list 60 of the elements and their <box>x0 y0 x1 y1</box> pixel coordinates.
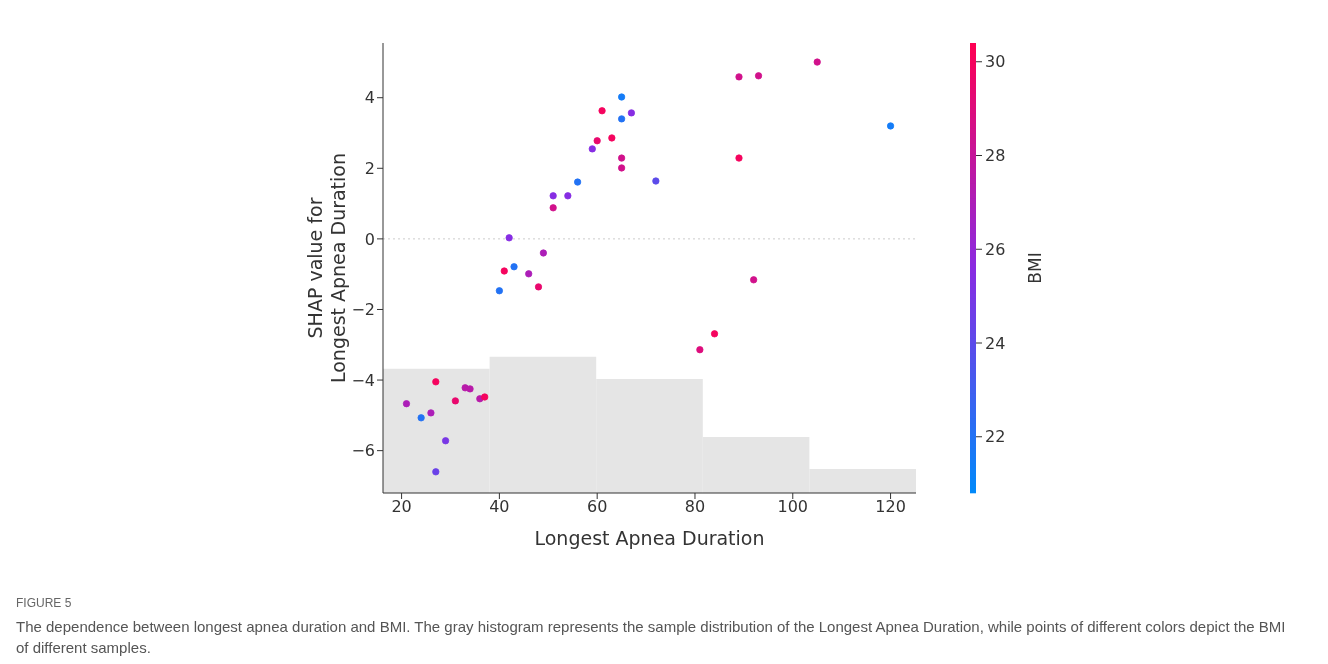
point <box>495 287 503 295</box>
x-tick-label: 100 <box>777 497 809 517</box>
color-bar-label: 26 <box>985 239 1006 259</box>
color-bar-title: BMI <box>1024 252 1045 284</box>
color-bar-label: 24 <box>985 333 1006 353</box>
point <box>451 397 459 405</box>
point <box>534 283 543 291</box>
x-tick-label: 40 <box>489 497 510 517</box>
y-axis-title: SHAP value for Longest Apnea Duration <box>304 152 349 384</box>
text: The dependence between longest apnea duration and BMI. The gray histogram represents the sample distribution of the Longest Apnea Duration, while points of different colors depict the BMI of different samples. <box>16 617 1286 658</box>
point <box>750 276 758 284</box>
caption: FIGURE 5 <box>16 596 73 610</box>
point <box>608 134 616 142</box>
point <box>588 145 596 153</box>
point <box>432 378 440 386</box>
point <box>886 122 895 130</box>
point <box>481 393 489 401</box>
point <box>417 414 425 422</box>
x-tick-label: 20 <box>391 497 412 517</box>
x-axis-title: Longest Apnea Duration <box>534 527 765 549</box>
point <box>574 178 582 186</box>
point <box>432 468 440 476</box>
point <box>549 204 557 212</box>
point <box>466 385 474 393</box>
point <box>652 177 660 185</box>
point <box>539 249 547 257</box>
color-bar-label: 30 <box>985 52 1006 72</box>
y-tick-label: −4 <box>351 370 375 390</box>
point <box>402 400 411 408</box>
point <box>710 330 719 338</box>
y-tick-label: 0 <box>364 229 375 249</box>
point <box>813 58 821 66</box>
point <box>598 107 606 115</box>
x-tick-label: 80 <box>684 497 706 517</box>
point <box>735 154 743 162</box>
point <box>510 263 518 271</box>
y-tick-label: 4 <box>364 88 375 108</box>
x-tick-label: 120 <box>875 497 906 517</box>
point <box>427 409 435 417</box>
point <box>618 115 626 123</box>
point <box>593 137 601 145</box>
y-tick-label: −6 <box>351 441 375 461</box>
point <box>618 154 626 162</box>
color-bar-label: 22 <box>985 427 1006 447</box>
x-tick-label: 60 <box>587 497 608 517</box>
point <box>618 93 626 101</box>
point <box>618 164 626 172</box>
point <box>441 437 450 445</box>
y-tick-label: −2 <box>351 300 375 320</box>
color-bar-label: 28 <box>985 146 1006 166</box>
point <box>525 270 533 278</box>
point <box>500 267 508 275</box>
point <box>627 109 636 117</box>
point <box>564 192 572 200</box>
point <box>549 192 557 200</box>
point <box>735 73 743 81</box>
point <box>696 346 704 354</box>
y-tick-label: 2 <box>364 158 375 178</box>
point <box>505 234 513 242</box>
point <box>754 72 763 80</box>
